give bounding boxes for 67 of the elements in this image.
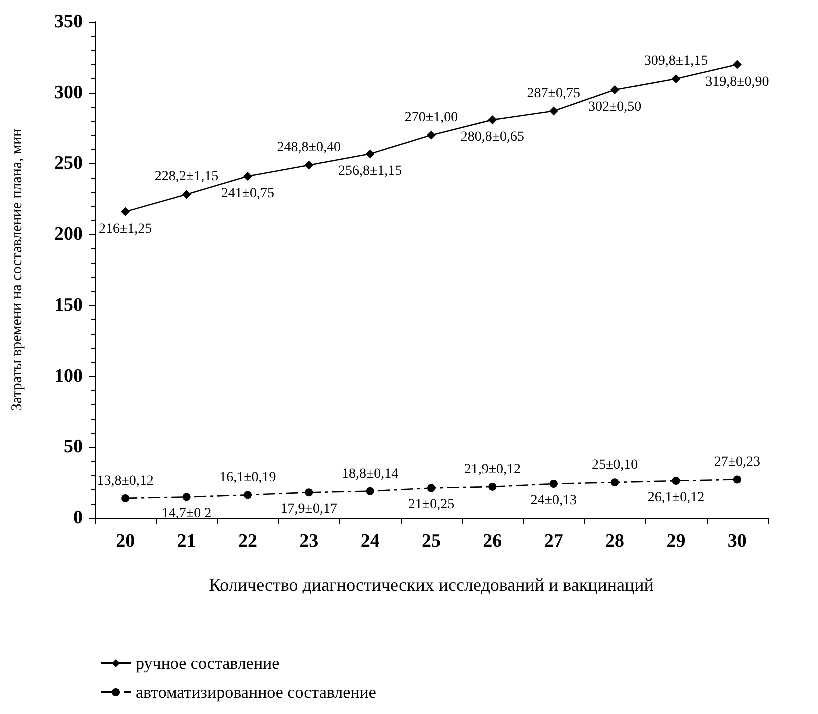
data-label: 270±1,00 <box>404 110 458 126</box>
data-label: 309,8±1,15 <box>644 54 708 69</box>
point <box>672 477 680 486</box>
data-label: 248,8±0,40 <box>277 140 341 156</box>
data-label: 256,8±1,15 <box>338 164 402 180</box>
data-label: 287±0,75 <box>527 86 580 102</box>
point <box>305 488 314 497</box>
data-label: 302±0,50 <box>588 100 642 116</box>
data-label: 26,1±0,12 <box>648 490 705 506</box>
x-tick-label: 22 <box>238 531 258 552</box>
y-tick-label: 350 <box>54 12 83 32</box>
y-tick-label: 150 <box>54 294 83 316</box>
y-tick-label: 100 <box>54 366 83 387</box>
point <box>366 487 374 496</box>
x-tick-label: 28 <box>606 531 625 552</box>
point <box>244 491 252 500</box>
point <box>428 484 436 492</box>
data-label: 27±0,23 <box>714 455 761 470</box>
data-label: 216±1,25 <box>98 222 152 237</box>
legend-label: автоматизированное составление <box>136 683 376 702</box>
data-label: 280,8±0,65 <box>460 130 525 146</box>
y-tick-label: 50 <box>64 436 83 458</box>
x-tick-label: 29 <box>666 531 686 552</box>
point <box>611 478 620 487</box>
point <box>672 74 681 84</box>
data-label: 241±0,75 <box>221 186 275 202</box>
x-tick-label: 24 <box>360 531 380 552</box>
x-axis-title: Количество диагностических исследований и вакцинаций <box>209 575 654 595</box>
legend-label: ручное составление <box>136 654 280 673</box>
data-label: 21,9±0,12 <box>464 462 522 478</box>
x-tick-label: 23 <box>300 531 319 552</box>
x-tick-label: 30 <box>728 531 747 552</box>
point <box>549 106 558 116</box>
data-label: 228,2±1,15 <box>154 170 219 185</box>
data-label: 13,8±0,12 <box>97 474 154 489</box>
data-label: 18,8±0,14 <box>342 466 399 482</box>
x-tick-label: 20 <box>116 531 136 552</box>
y-axis-title: Затраты времени на составление плана, мин <box>10 128 26 412</box>
point <box>733 476 742 484</box>
data-label: 14,7±0 2 <box>162 506 212 522</box>
point <box>550 480 558 488</box>
y-tick-label: 0 <box>74 508 83 528</box>
point <box>427 130 436 140</box>
data-label: 319,8±0,90 <box>706 74 770 90</box>
x-tick-label: 21 <box>177 531 196 552</box>
data-label: 25±0,10 <box>592 458 638 474</box>
y-tick-label: 300 <box>54 82 83 104</box>
data-label: 21±0,25 <box>408 498 455 513</box>
point <box>304 160 314 170</box>
point <box>488 482 497 491</box>
point <box>732 60 742 70</box>
y-tick-label: 200 <box>54 224 83 246</box>
y-tick-label: 250 <box>54 153 83 174</box>
x-tick-label: 27 <box>544 531 564 552</box>
x-tick-label: 25 <box>422 531 441 552</box>
point <box>366 150 375 159</box>
x-tick-label: 26 <box>483 531 502 552</box>
point <box>182 493 191 502</box>
data-label: 16,1±0,19 <box>220 470 276 486</box>
point <box>488 116 498 125</box>
point <box>610 86 620 95</box>
point <box>121 207 130 216</box>
point <box>243 172 252 181</box>
point <box>122 494 130 502</box>
data-label: 17,9±0,17 <box>280 502 338 518</box>
data-label: 24±0,13 <box>530 493 577 508</box>
point <box>182 190 192 200</box>
